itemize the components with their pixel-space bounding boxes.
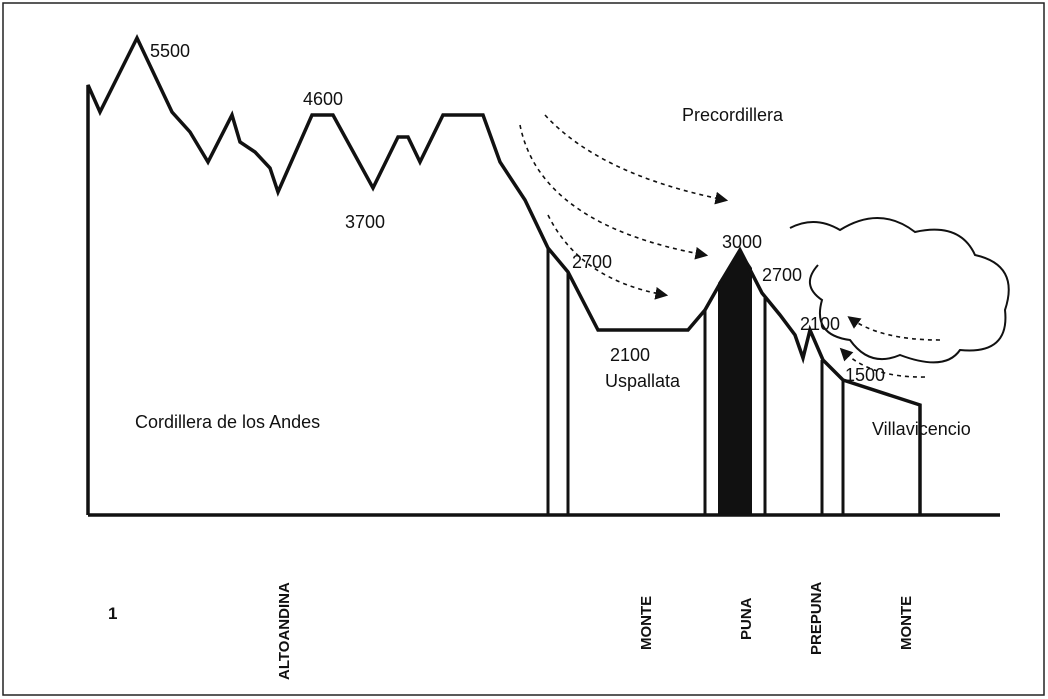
cloud <box>789 217 1010 364</box>
elevation: 5500 <box>150 41 190 61</box>
zone-label: ALTOANDINA <box>276 582 293 680</box>
region-label: Villavicencio <box>872 419 971 439</box>
zone-label: MONTE <box>638 596 655 650</box>
region-label: Cordillera de los Andes <box>135 412 320 432</box>
zone-label: PUNA <box>738 597 755 640</box>
elevation: 3700 <box>345 212 385 232</box>
elevation: 2100 <box>800 314 840 334</box>
elevation: 1500 <box>845 365 885 385</box>
elevation: 2700 <box>572 252 612 272</box>
region-label: Precordillera <box>682 105 784 125</box>
elevation: 3000 <box>722 232 762 252</box>
puna-band <box>718 250 752 515</box>
zone-label: MONTE <box>898 596 915 650</box>
region-label: Uspallata <box>605 371 681 391</box>
profile <box>86 33 922 515</box>
figure-number: 1 <box>108 604 117 623</box>
zone-lines <box>546 248 845 515</box>
elevation: 2700 <box>762 265 802 285</box>
wind-arrows <box>519 114 941 378</box>
zone-label: PREPUNA <box>808 581 825 655</box>
elevation: 4600 <box>303 89 343 109</box>
elevation: 2100 <box>610 345 650 365</box>
